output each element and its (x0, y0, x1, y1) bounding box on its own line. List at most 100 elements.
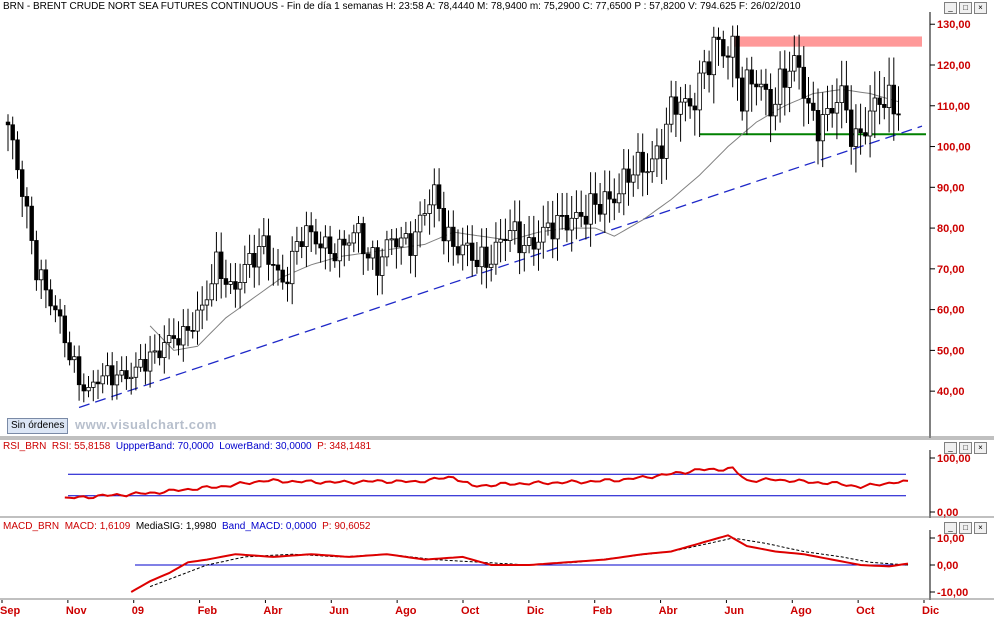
candles (5, 25, 901, 403)
candle (469, 225, 475, 277)
price-chart: 130,00 120,00 110,00 100,00 90,00 80,00 70,00 6… (0, 12, 994, 438)
candle (323, 225, 328, 270)
candle (299, 227, 304, 259)
candle-body (531, 237, 536, 250)
candle-body (285, 281, 290, 285)
candle (484, 228, 489, 289)
candle-body (185, 326, 191, 331)
candle-body (403, 233, 409, 239)
candle-body (896, 113, 901, 116)
candle (830, 84, 835, 128)
restore-button[interactable]: □ (959, 522, 972, 534)
candle-body (588, 193, 593, 225)
candle (768, 73, 773, 143)
rsi-window-buttons: _ □ × (944, 442, 987, 454)
candle-body (773, 103, 778, 117)
price-tick-label: 60,00 (937, 305, 965, 317)
candle-body (19, 169, 25, 197)
candle (19, 160, 25, 217)
minimize-button[interactable]: _ (944, 522, 957, 534)
minimize-button[interactable]: _ (944, 2, 957, 14)
candle-body (280, 269, 285, 283)
macd-signal-line (149, 537, 909, 588)
close-button[interactable]: × (974, 2, 987, 14)
candle (62, 305, 67, 358)
time-tick-label: Dic (922, 605, 939, 617)
candle (834, 78, 840, 140)
candle (759, 69, 764, 101)
candle (517, 200, 522, 275)
rsi-value: RSI: 55,8158 (51, 441, 111, 452)
candle-body (114, 374, 120, 386)
candle-body (67, 342, 72, 361)
candle (15, 131, 20, 179)
candle (692, 92, 697, 136)
candle-body (389, 238, 394, 241)
orders-badge[interactable]: Sin órdenes (7, 418, 69, 434)
candle (72, 345, 77, 373)
candle (356, 216, 361, 253)
candle-body (365, 253, 371, 259)
time-tick-label: Sep (0, 605, 20, 617)
candle (579, 190, 584, 228)
candle-body (782, 68, 787, 88)
rsi-tick-label: 100,00 (937, 453, 971, 465)
macd-band-value: Band_MACD: 0,0000 (222, 521, 317, 532)
restore-button[interactable]: □ (959, 442, 972, 454)
rsi-header: RSI_BRN RSI: 55,8158 UppperBand: 70,0000… (3, 441, 371, 452)
candle-body (616, 193, 622, 204)
candle (128, 362, 134, 395)
candle-body (735, 35, 740, 79)
candle (214, 232, 219, 302)
candle (593, 172, 598, 224)
candle-body (119, 370, 124, 376)
candle (436, 168, 442, 222)
candle (441, 191, 446, 255)
candle (541, 205, 546, 259)
candle (763, 68, 769, 116)
price-tick-label: 80,00 (937, 223, 965, 235)
price-tick-label: 110,00 (937, 101, 970, 113)
candle-body (825, 108, 830, 116)
rsi-upper: UppperBand: 70,0000 (115, 441, 214, 452)
candle-body (308, 225, 314, 233)
candle-body (237, 282, 243, 290)
candle-body (43, 269, 49, 291)
candle (498, 219, 503, 263)
candle-body (91, 381, 96, 388)
candle-body (209, 283, 214, 301)
time-tick-label: Oct (856, 605, 875, 617)
candle (650, 141, 655, 183)
candle (218, 232, 224, 299)
candle-body (346, 242, 352, 246)
candle-body (744, 69, 750, 112)
candle (773, 87, 778, 131)
candle-body (498, 238, 503, 243)
candle-body (536, 241, 541, 250)
candle (550, 200, 555, 259)
candle-body (432, 184, 437, 206)
close-button[interactable]: × (974, 522, 987, 534)
candle (555, 193, 560, 261)
candle-body (124, 370, 129, 380)
candle (626, 149, 631, 206)
candle-body (560, 214, 565, 217)
candle-body (441, 207, 446, 242)
close-button[interactable]: × (974, 442, 987, 454)
candle (645, 153, 650, 195)
candle-body (147, 351, 153, 372)
candle-body (621, 168, 626, 195)
candle-body (754, 83, 759, 88)
candle-body (678, 101, 683, 115)
candle (242, 245, 247, 294)
candle-body (891, 84, 896, 115)
candle (147, 335, 153, 388)
time-tick-label: Feb (593, 605, 613, 617)
candle-body (379, 256, 385, 276)
restore-button[interactable]: □ (959, 2, 972, 14)
candle-body (105, 365, 110, 377)
candle (446, 210, 451, 263)
candle-body (626, 168, 631, 183)
candle-body (332, 253, 337, 262)
minimize-button[interactable]: _ (944, 442, 957, 454)
